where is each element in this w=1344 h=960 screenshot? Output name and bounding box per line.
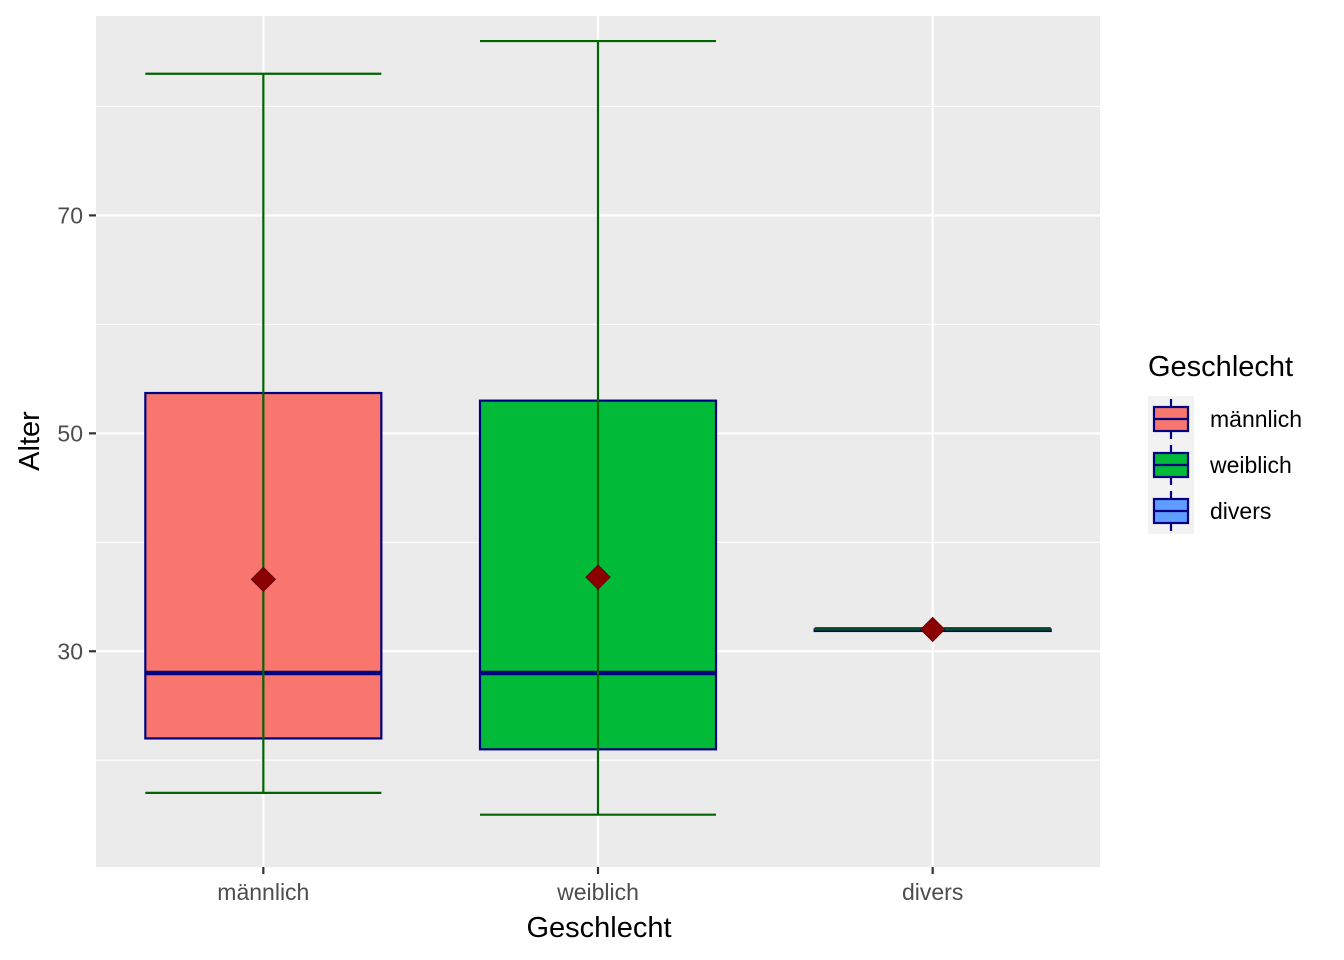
box-1 (144, 72, 383, 795)
x-tick-label: männlich (217, 879, 309, 905)
box-layer (144, 39, 1052, 816)
y-axis: 30 50 70 (57, 202, 96, 664)
legend-title: Geschlecht (1148, 351, 1293, 383)
y-tick-label: 30 (57, 638, 83, 664)
mean-marker (250, 566, 277, 593)
legend-label: weiblich (1209, 452, 1292, 478)
y-tick-label: 70 (57, 202, 83, 228)
box-2 (478, 39, 718, 816)
x-axis-title: Geschlecht (526, 912, 671, 944)
legend-key-1: männlich (1148, 396, 1302, 442)
legend: Geschlecht männlich weiblich divers (1148, 351, 1302, 534)
x-tick-label: weiblich (556, 879, 639, 905)
legend-label: männlich (1210, 406, 1302, 432)
x-axis: männlich weiblich divers (217, 867, 963, 905)
y-tick-label: 50 (57, 420, 83, 446)
legend-key-2: weiblich (1148, 442, 1292, 488)
legend-label: divers (1210, 498, 1271, 524)
legend-key-3: divers (1148, 488, 1271, 534)
mean-marker (585, 564, 611, 590)
mean-marker (919, 616, 946, 643)
box-3 (813, 616, 1052, 643)
x-tick-label: divers (902, 879, 963, 905)
y-axis-title: Alter (14, 411, 46, 471)
